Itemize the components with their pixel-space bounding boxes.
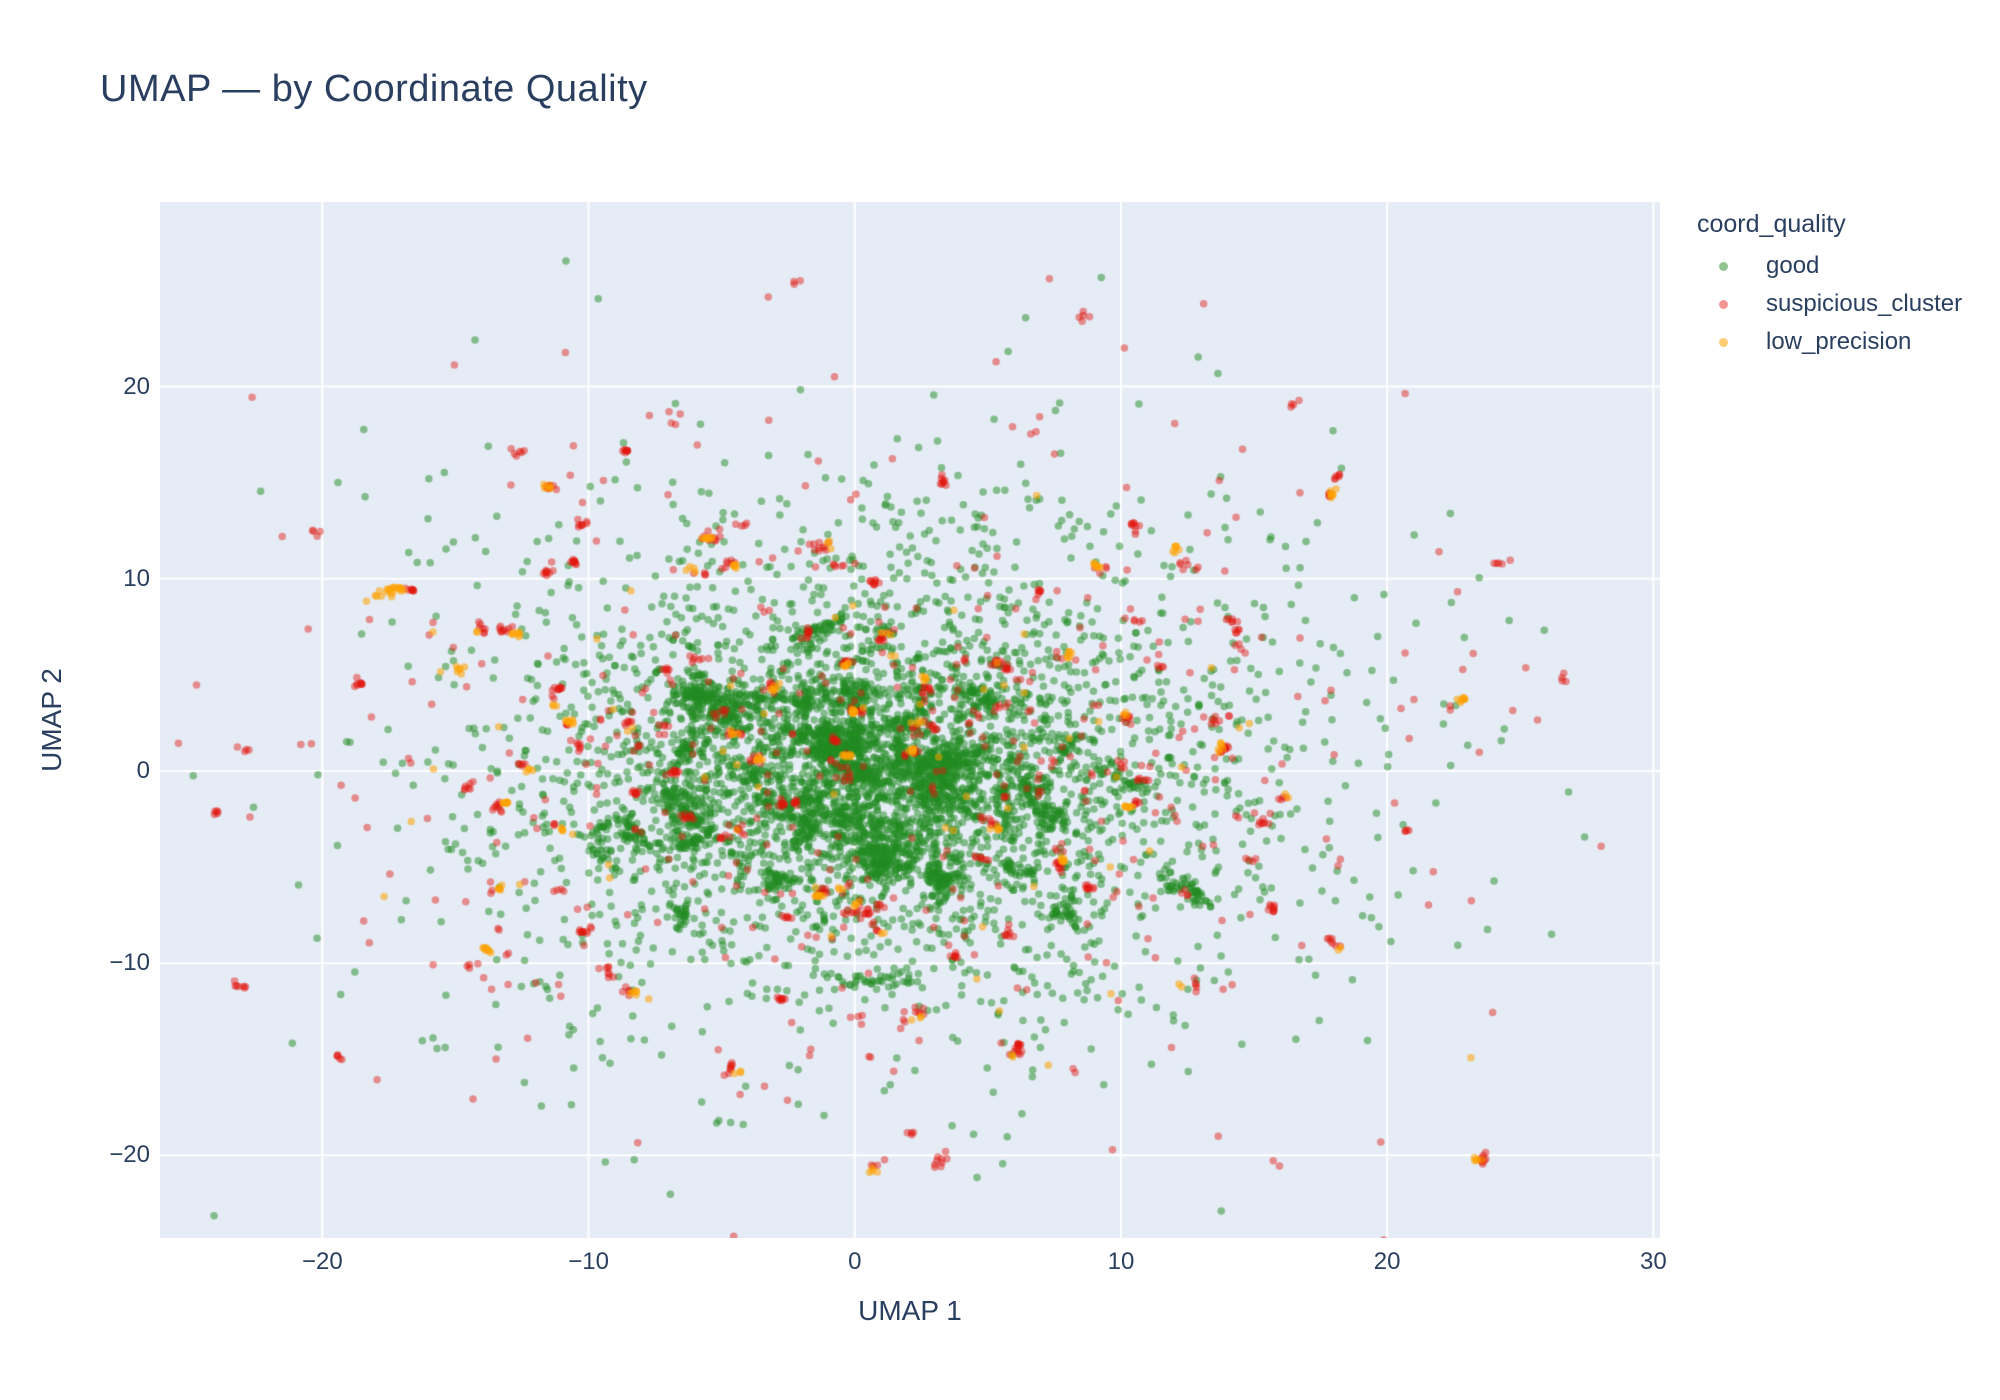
x-tick-label: 30 (1639, 1248, 1667, 1275)
y-tick-label: 0 (136, 756, 150, 784)
legend-item-good[interactable]: good (1697, 247, 1997, 285)
legend-item-suspicious_cluster[interactable]: suspicious_cluster (1697, 285, 1997, 323)
x-tick-label: −10 (568, 1248, 609, 1275)
x-axis-title: UMAP 1 (858, 1295, 962, 1326)
x-tick-label: 0 (848, 1248, 862, 1275)
scatter-plot-canvas[interactable] (160, 202, 1660, 1238)
y-tick-label: 10 (123, 564, 150, 592)
chart-title: UMAP — by Coordinate Quality (100, 68, 648, 110)
legend-marker-icon (1719, 337, 1728, 347)
legend-item-label: low_precision (1766, 328, 1912, 355)
legend: coord_quality good suspicious_cluster low_… (1697, 210, 1997, 361)
y-tick-label: −20 (109, 1141, 150, 1169)
x-tick-label: 20 (1373, 1248, 1401, 1275)
legend-title: coord_quality (1697, 210, 1846, 238)
y-tick-label: −10 (109, 949, 150, 977)
legend-items: good suspicious_cluster low_precision (1697, 247, 1997, 361)
legend-marker-icon (1719, 299, 1728, 309)
x-tick-label: 10 (1107, 1248, 1135, 1275)
legend-item-low_precision[interactable]: low_precision (1697, 323, 1997, 361)
plot-area (160, 202, 1660, 1238)
legend-item-label: suspicious_cluster (1766, 290, 1963, 317)
y-tick-label: 20 (123, 372, 150, 400)
legend-marker-icon (1719, 261, 1728, 271)
legend-item-label: good (1766, 252, 1820, 279)
x-tick-label: −20 (302, 1248, 343, 1275)
y-axis-title: UMAP 2 (36, 668, 67, 772)
